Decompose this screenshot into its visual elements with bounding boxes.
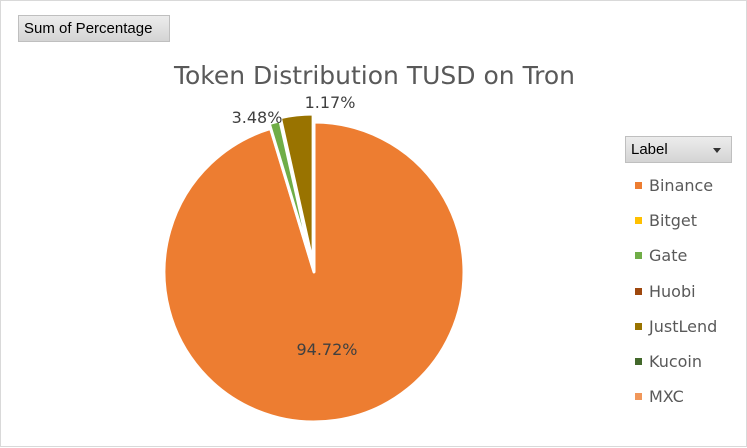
legend-label: Binance [649, 176, 714, 196]
legend-label: MXC [649, 387, 684, 407]
legend-swatch [635, 393, 642, 401]
legend-swatch [635, 358, 642, 366]
legend-filter-button[interactable]: Label [625, 136, 732, 163]
value-field-button[interactable]: Sum of Percentage [18, 15, 170, 42]
legend-swatch [635, 322, 642, 330]
legend-swatch [635, 252, 642, 260]
dropdown-caret-icon[interactable] [713, 148, 721, 153]
legend-label: JustLend [649, 316, 718, 336]
legend-item-justlend[interactable]: JustLend [635, 309, 717, 344]
chart-title: Token Distribution TUSD on Tron [173, 61, 576, 90]
pie-slice-justlend[interactable] [278, 112, 315, 266]
legend-field-label: Label [631, 141, 668, 158]
legend-label: Kucoin [649, 352, 703, 372]
data-label-gate: 1.17% [305, 93, 356, 112]
legend: Binance Bitget Gate Huobi JustLend Kucoin MXC [635, 168, 717, 414]
legend-item-kucoin[interactable]: Kucoin [635, 344, 717, 379]
legend-item-bitget[interactable]: Bitget [635, 203, 717, 238]
legend-swatch [635, 217, 642, 225]
legend-item-binance[interactable]: Binance [635, 168, 717, 203]
legend-label: Bitget [649, 211, 697, 231]
data-label-justlend: 3.48% [232, 108, 283, 127]
legend-item-huobi[interactable]: Huobi [635, 274, 717, 309]
legend-swatch [635, 182, 642, 190]
legend-label: Gate [649, 246, 688, 266]
legend-item-mxc[interactable]: MXC [635, 379, 717, 414]
legend-item-gate[interactable]: Gate [635, 238, 717, 273]
data-label-binance: 94.72% [296, 340, 357, 359]
pie-slice-binance[interactable] [162, 120, 466, 424]
legend-label: Huobi [649, 281, 696, 301]
legend-swatch [635, 287, 642, 295]
